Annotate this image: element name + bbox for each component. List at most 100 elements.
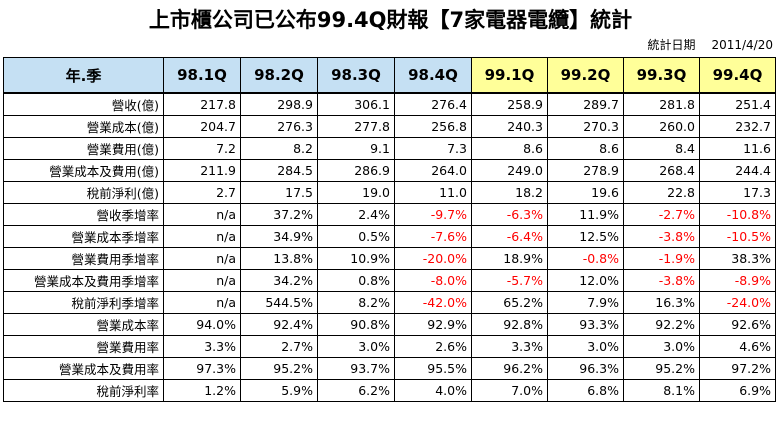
table-cell: -42.0% [394,291,472,314]
table-cell: 96.2% [471,357,548,380]
table-cell: 11.6 [699,137,776,160]
row-label: 營業成本季增率 [3,225,164,248]
table-cell: 0.5% [317,225,395,248]
table-cell: 6.8% [547,379,624,402]
table-cell: -7.6% [394,225,472,248]
table-cell: -8.9% [699,269,776,292]
row-label: 營收(億) [3,92,164,116]
table-cell: 16.3% [623,291,700,314]
table-cell: -5.7% [471,269,548,292]
column-header: 98.4Q [394,57,472,94]
table-cell: 7.3 [394,137,472,160]
table-cell: 1.2% [163,379,241,402]
table-cell: 204.7 [163,115,241,138]
table-cell: 18.9% [471,247,548,270]
row-label: 營業成本(億) [3,115,164,138]
table-cell: 92.2% [623,313,700,336]
table-cell: -20.0% [394,247,472,270]
table-cell: 2.7 [163,181,241,204]
table-cell: 94.0% [163,313,241,336]
table-cell: -3.8% [623,269,700,292]
column-header: 98.1Q [163,57,241,94]
table-cell: 2.6% [394,335,472,358]
row-label: 稅前淨利率 [3,379,164,402]
table-cell: 92.8% [471,313,548,336]
column-header: 98.3Q [317,57,395,94]
row-label: 營收季增率 [3,203,164,226]
table-cell: 8.1% [623,379,700,402]
table-cell: 251.4 [699,92,776,116]
table-cell: 270.3 [547,115,624,138]
table-cell: 3.0% [317,335,395,358]
table-cell: 5.9% [240,379,318,402]
table-cell: 232.7 [699,115,776,138]
table-cell: 18.2 [471,181,548,204]
table-cell: -6.3% [471,203,548,226]
table-cell: 19.0 [317,181,395,204]
table-cell: 17.5 [240,181,318,204]
row-label: 營業成本率 [3,313,164,336]
table-cell: 92.4% [240,313,318,336]
table-cell: 95.5% [394,357,472,380]
table-row: 營業成本季增率 n/a 34.9% 0.5% -7.6% -6.4% 12.5% -3.8% -… [3,225,776,248]
table-cell: 544.5% [240,291,318,314]
row-label: 營業成本及費用率 [3,357,164,380]
table-cell: 256.8 [394,115,472,138]
table-cell: 95.2% [623,357,700,380]
table-cell: 2.7% [240,335,318,358]
row-label: 營業費用(億) [3,137,164,160]
table-cell: 8.6 [547,137,624,160]
table-cell: 37.2% [240,203,318,226]
table-cell: -2.7% [623,203,700,226]
report-title: 上市櫃公司已公布99.4Q財報【7家電器電纜】統計 [148,8,633,32]
table-cell: 277.8 [317,115,395,138]
table-cell: 92.6% [699,313,776,336]
table-cell: 268.4 [623,159,700,182]
table-row: 稅前淨利季增率 n/a 544.5% 8.2% -42.0% 65.2% 7.9% 16.3%… [3,291,776,314]
table-cell: 13.8% [240,247,318,270]
table-cell: 6.2% [317,379,395,402]
table-cell: 17.3 [699,181,776,204]
table-cell: 7.9% [547,291,624,314]
table-cell: 7.2 [163,137,241,160]
table-cell: 97.2% [699,357,776,380]
table-cell: 96.3% [547,357,624,380]
table-cell: -0.8% [547,247,624,270]
table-cell: 34.9% [240,225,318,248]
stat-date: 統計日期 2011/4/20 [647,37,773,53]
column-header: 99.1Q [471,57,548,94]
row-label: 營業成本及費用季增率 [3,269,164,292]
financial-table: 年.季 98.1Q 98.2Q 98.3Q 98.4Q 99.1Q 99.2Q … [3,57,776,402]
table-cell: 8.2% [317,291,395,314]
table-cell: 3.3% [471,335,548,358]
table-cell: 3.0% [547,335,624,358]
table-cell: 0.8% [317,269,395,292]
table-row: 營收季增率 n/a 37.2% 2.4% -9.7% -6.3% 11.9% -2.7% -10… [3,203,776,226]
table-cell: 4.0% [394,379,472,402]
table-cell: 6.9% [699,379,776,402]
table-cell: 93.7% [317,357,395,380]
table-cell: -24.0% [699,291,776,314]
column-header: 98.2Q [240,57,318,94]
table-cell: 10.9% [317,247,395,270]
table-row: 營業成本率 94.0% 92.4% 90.8% 92.9% 92.8% 93.3% 92.2%… [3,313,776,336]
table-cell: n/a [163,247,241,270]
table-row: 稅前淨利率 1.2% 5.9% 6.2% 4.0% 7.0% 6.8% 8.1% 6.9% [3,379,776,402]
corner-header: 年.季 [3,57,164,94]
row-label: 營業費用季增率 [3,247,164,270]
table-cell: 3.0% [623,335,700,358]
table-row: 營業費用率 3.3% 2.7% 3.0% 2.6% 3.3% 3.0% 3.0% 4.6% [3,335,776,358]
table-cell: 276.4 [394,92,472,116]
table-row: 營業成本及費用率 97.3% 95.2% 93.7% 95.5% 96.2% 96.3% 95… [3,357,776,380]
row-label: 營業成本及費用(億) [3,159,164,182]
table-cell: n/a [163,291,241,314]
table-cell: -8.0% [394,269,472,292]
table-cell: 264.0 [394,159,472,182]
table-cell: -10.8% [699,203,776,226]
table-cell: 2.4% [317,203,395,226]
table-cell: 281.8 [623,92,700,116]
header-row: 年.季 98.1Q 98.2Q 98.3Q 98.4Q 99.1Q 99.2Q … [3,57,776,94]
table-cell: 38.3% [699,247,776,270]
table-cell: 278.9 [547,159,624,182]
table-cell: 4.6% [699,335,776,358]
